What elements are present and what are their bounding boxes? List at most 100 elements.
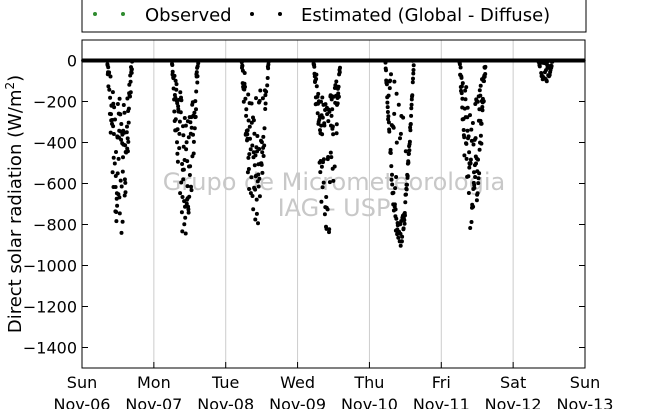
data-point [319,199,324,204]
data-point [113,117,117,122]
data-point [465,105,470,110]
data-point [393,207,398,212]
data-point [388,147,393,152]
data-point [180,195,185,199]
x-tick-date: Nov-11 [413,395,470,409]
data-point [315,111,320,116]
x-tick-day: Fri [432,373,451,392]
data-point [185,159,190,164]
data-point [324,195,329,199]
data-point [251,118,256,123]
legend-label-observed: Observed [145,5,232,26]
data-point [458,65,463,70]
data-point [387,129,392,134]
data-point [478,83,483,88]
data-point [249,101,254,106]
data-point [173,78,178,83]
data-point [177,119,182,124]
data-point [460,96,465,101]
data-point [107,70,112,75]
data-point [191,132,195,137]
data-point [111,101,116,106]
data-point [482,79,486,84]
data-point [253,217,258,222]
y-tick-label: −600 [33,175,77,194]
legend-marker-estimated [278,12,282,16]
data-point [330,107,335,112]
data-point [471,142,476,147]
data-point [480,105,485,109]
data-point [408,122,413,126]
data-point [391,125,396,130]
data-point [392,79,397,84]
data-point [411,71,416,76]
data-point [478,93,483,98]
data-point [314,72,319,77]
data-point [461,128,466,132]
data-point [409,113,414,118]
data-point [409,106,414,111]
x-tick-date: Nov-13 [557,395,614,409]
data-point [118,112,123,117]
data-point [334,79,339,84]
data-point [250,143,255,148]
data-point [245,170,250,175]
data-point [173,117,178,122]
data-point [129,70,134,75]
data-point [472,170,476,175]
data-point [411,63,416,68]
data-point [479,141,484,146]
y-axis-title-sup: 2 [3,82,17,90]
data-point [260,96,265,101]
data-point [188,120,193,125]
data-point [464,156,469,161]
data-point [242,71,247,75]
data-point [386,117,391,122]
data-point [243,84,247,89]
data-point [170,69,175,74]
legend-box [81,0,587,33]
data-point [321,180,326,185]
data-point [127,82,132,87]
data-point [474,161,478,166]
data-point [392,202,397,207]
data-point [320,95,325,100]
data-point [172,109,177,114]
data-point [410,80,415,85]
legend-marker-observed [93,12,97,16]
data-point [464,85,469,90]
data-point [108,74,113,79]
data-point [407,148,412,153]
data-point [321,157,326,162]
x-tick-day: Mon [137,373,171,392]
data-point [255,134,260,138]
data-point [185,184,190,189]
data-point [172,73,177,78]
data-point [125,149,130,154]
data-point [180,162,185,166]
data-point [475,191,480,196]
data-point [191,151,196,156]
data-point [123,190,128,195]
data-point [117,96,122,101]
data-point [409,102,414,107]
data-point [468,226,473,230]
data-point [107,87,112,92]
data-point [250,194,255,198]
data-point [316,91,321,96]
data-point [247,152,252,157]
data-point [314,77,319,81]
data-point [399,239,404,244]
data-point [390,172,394,177]
data-point [195,74,200,79]
data-point [244,58,249,63]
data-point [338,58,343,63]
data-point [256,172,261,177]
data-point [537,64,542,69]
data-point [406,151,411,156]
data-point [386,93,391,98]
data-point [331,178,336,183]
data-point [106,84,111,89]
data-point [262,126,267,131]
